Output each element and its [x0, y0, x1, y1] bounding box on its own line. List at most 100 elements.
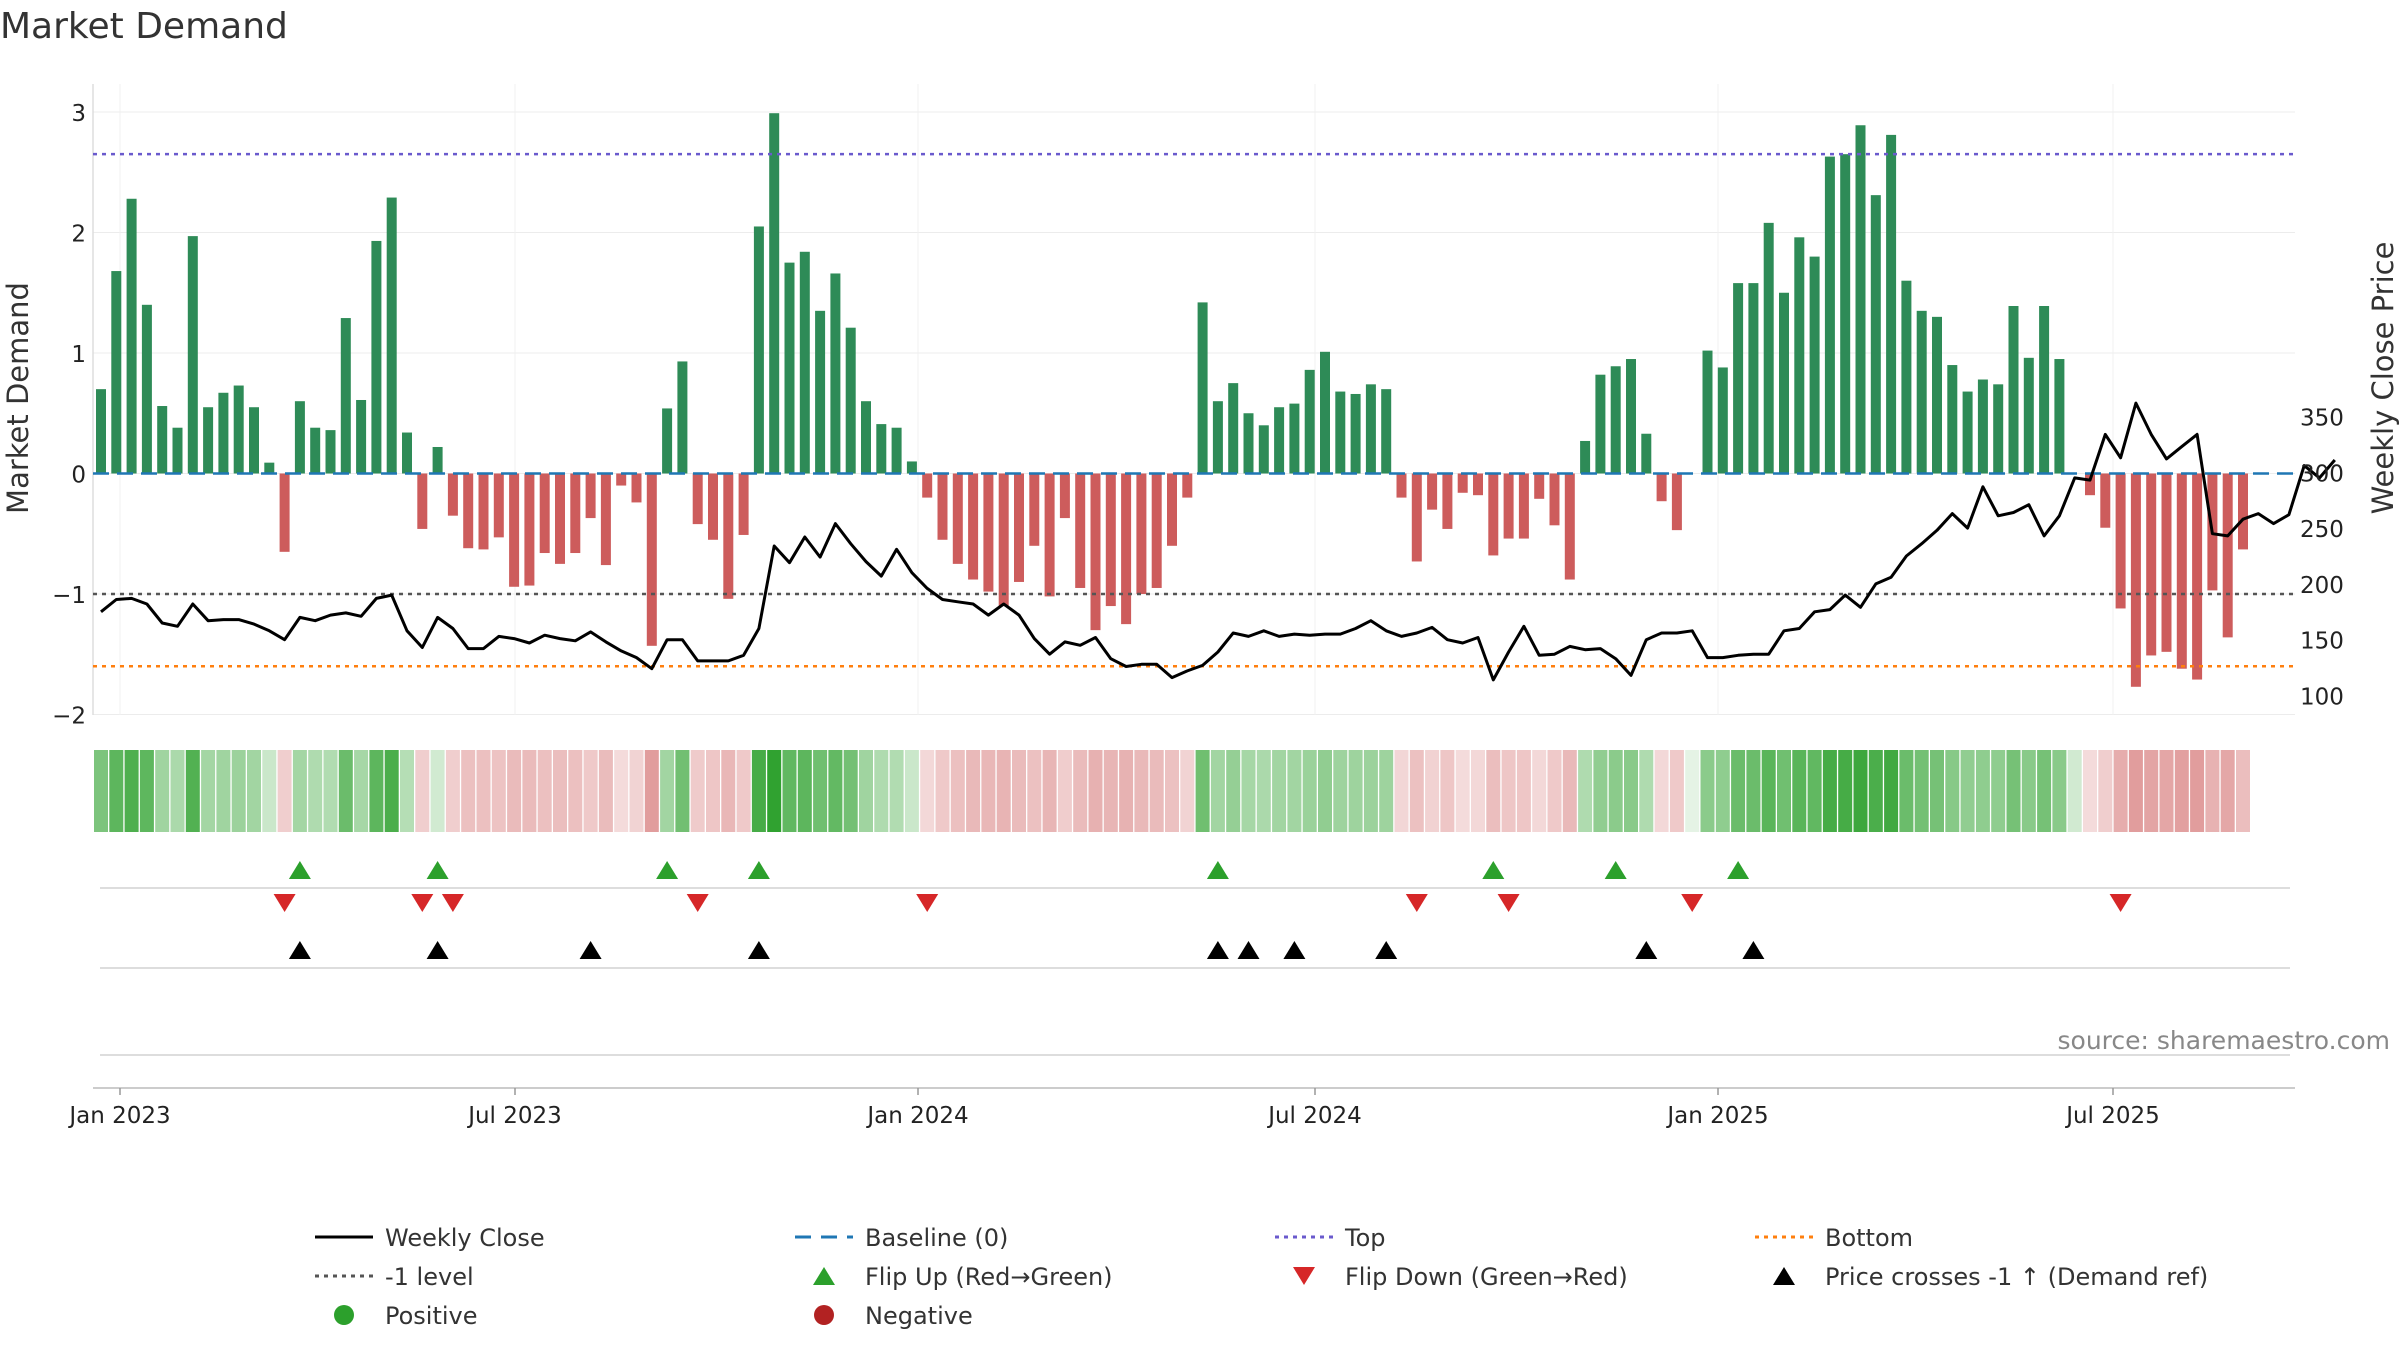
negative-demand-bar — [1136, 473, 1147, 594]
strip-cell — [583, 750, 598, 832]
negative-demand-bar — [1549, 473, 1560, 526]
strip-cell — [1287, 750, 1302, 832]
positive-demand-bar — [769, 113, 780, 474]
positive-demand-bar — [1977, 379, 1988, 474]
positive-demand-bar — [1580, 440, 1591, 474]
positive-demand-bar — [111, 271, 122, 474]
source-note: source: sharemaestro.com — [2058, 1026, 2391, 1055]
legend-swatch — [1293, 1267, 1315, 1285]
strip-cell — [139, 750, 154, 832]
negative-demand-bar — [2146, 473, 2157, 656]
y-axis-label: Market Demand — [1, 282, 35, 514]
negative-demand-bar — [2130, 473, 2141, 687]
strip-cell — [1180, 750, 1195, 832]
strip-cell — [1822, 750, 1837, 832]
negative-demand-bar — [1503, 473, 1514, 539]
positive-demand-bar — [1824, 156, 1835, 474]
x-tick-label: Jul 2023 — [466, 1103, 562, 1129]
negative-demand-bar — [1473, 473, 1483, 496]
demand-bars — [96, 113, 2248, 687]
strip-cell — [476, 750, 491, 832]
positive-demand-bar — [310, 427, 321, 474]
negative-demand-bar — [555, 473, 565, 564]
negative-demand-bar — [570, 473, 581, 554]
flip-down-marker — [686, 894, 709, 912]
x-tick-label: Jan 2023 — [67, 1103, 170, 1129]
y2-tick-label: 150 — [2300, 629, 2344, 655]
strip-cell — [1012, 750, 1026, 832]
strip-cell — [1409, 750, 1424, 832]
strip-cell — [537, 750, 552, 832]
positive-demand-bar — [1274, 407, 1285, 474]
price-cross-marker — [426, 941, 449, 959]
positive-demand-bar — [1197, 302, 1208, 474]
negative-demand-bar — [2115, 473, 2126, 609]
positive-demand-bar — [2023, 357, 2034, 474]
strip-cell — [1333, 750, 1348, 832]
strip-cell — [675, 750, 690, 832]
reference-lines — [93, 152, 2295, 668]
positive-demand-bar — [891, 427, 902, 474]
positive-demand-bar — [815, 310, 826, 474]
strip-cell — [507, 750, 522, 832]
price-cross-marker — [747, 941, 770, 959]
strip-cell — [1088, 750, 1103, 832]
negative-demand-bar — [539, 473, 550, 554]
strip-cell — [2159, 750, 2174, 832]
strip-cell — [1532, 750, 1547, 832]
negative-demand-bar — [922, 473, 933, 498]
flip-up-marker — [1604, 861, 1627, 879]
strip-cell — [706, 750, 720, 832]
positive-demand-bar — [1641, 433, 1652, 474]
strip-cell — [736, 750, 751, 832]
strip-cell — [185, 750, 200, 832]
strip-cell — [859, 750, 873, 832]
positive-demand-bar — [1840, 154, 1851, 474]
strip-cell — [1807, 750, 1822, 832]
strip-cell — [782, 750, 797, 832]
strip-cell — [461, 750, 476, 832]
positive-demand-bar — [1702, 350, 1713, 474]
strip-cell — [1256, 750, 1271, 832]
negative-demand-bar — [1656, 473, 1667, 502]
strip-cell — [935, 750, 950, 832]
legend-label: Weekly Close — [385, 1224, 545, 1252]
negative-demand-bar — [1044, 473, 1055, 597]
negative-demand-bar — [1105, 473, 1116, 607]
positive-demand-bar — [1916, 310, 1927, 474]
strip-cell — [1930, 750, 1944, 832]
positive-demand-bar — [203, 407, 214, 474]
strip-cell — [1318, 750, 1332, 832]
positive-demand-bar — [1870, 195, 1881, 474]
negative-demand-bar — [1671, 473, 1682, 531]
legend-label: Flip Down (Green→Red) — [1345, 1263, 1628, 1291]
negative-demand-bar — [1029, 473, 1040, 546]
strip-cell — [262, 750, 277, 832]
flip-up-marker — [288, 861, 311, 879]
positive-demand-bar — [2054, 359, 2065, 474]
strip-cell — [1639, 750, 1654, 832]
negative-demand-bar — [616, 473, 627, 486]
strip-cell — [614, 750, 629, 832]
strip-cell — [1838, 750, 1853, 832]
strip-cell — [277, 750, 292, 832]
positive-demand-bar — [1809, 256, 1820, 474]
strip-cell — [629, 750, 644, 832]
positive-demand-bar — [402, 432, 412, 474]
strip-cell — [308, 750, 323, 832]
strip-cell — [1761, 750, 1776, 832]
strip-cell — [813, 750, 828, 832]
y2-axis-label: Weekly Close Price — [2366, 242, 2400, 515]
negative-demand-bar — [2161, 473, 2172, 652]
strip-cell — [491, 750, 506, 832]
strip-cell — [2205, 750, 2220, 832]
positive-demand-bar — [1212, 401, 1223, 474]
positive-demand-bar — [1779, 292, 1789, 474]
strip-cell — [1302, 750, 1317, 832]
positive-demand-bar — [1855, 125, 1866, 474]
x-tick-label: Jan 2025 — [1665, 1103, 1768, 1129]
strip-cell — [1624, 750, 1638, 832]
strip-cell — [1516, 750, 1531, 832]
negative-demand-bar — [585, 473, 596, 519]
